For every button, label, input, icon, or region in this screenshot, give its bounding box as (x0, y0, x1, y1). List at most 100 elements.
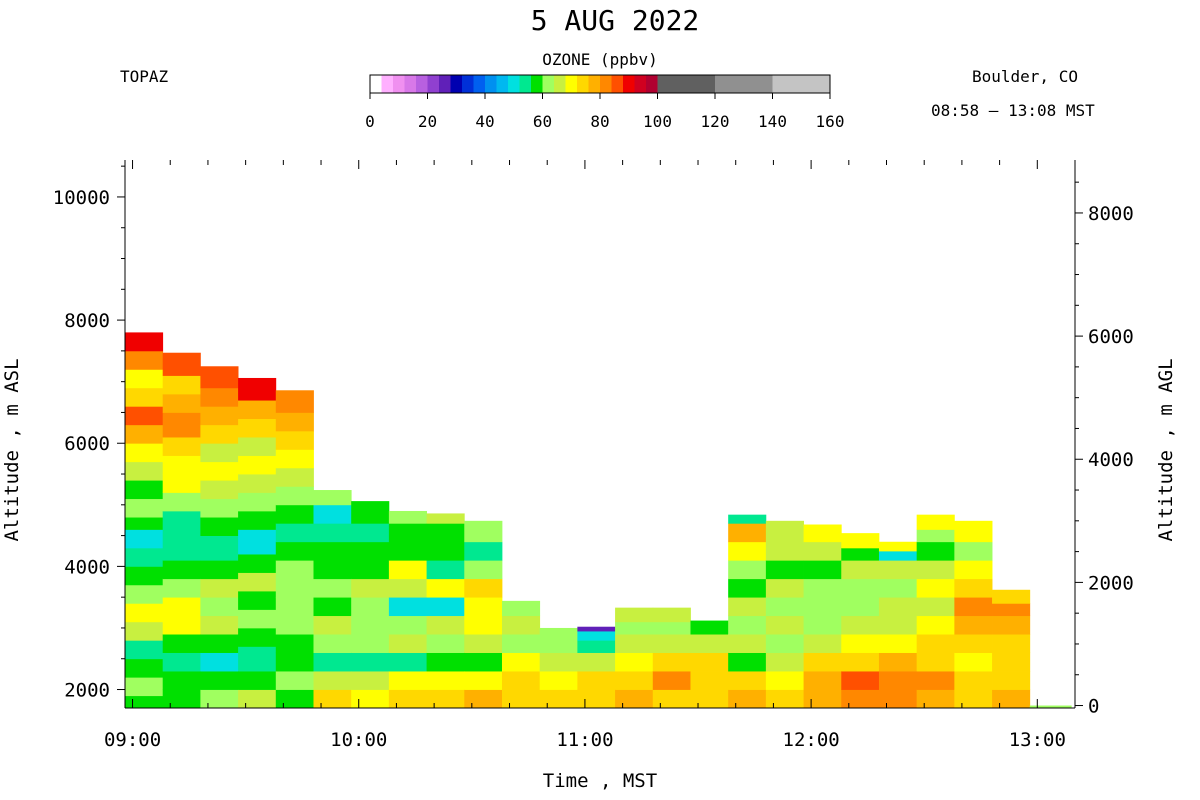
ozone-cell (652, 621, 691, 635)
colorbar-bin (588, 75, 601, 93)
ozone-cell (238, 400, 277, 420)
ozone-cell (125, 350, 164, 370)
ozone-cell (200, 498, 239, 518)
ozone-cell (275, 560, 314, 580)
ozone-cell (878, 615, 918, 635)
ozone-cell (388, 523, 427, 543)
ozone-cell (878, 560, 918, 580)
ozone-cell (992, 634, 1031, 653)
ozone-cell (388, 652, 427, 672)
ozone-cell (388, 541, 427, 561)
ozone-cell (765, 652, 804, 672)
ozone-cell (162, 510, 201, 536)
ozone-cell (954, 615, 993, 635)
y-left-tick-label: 8000 (64, 310, 110, 332)
colorbar-tick-label: 60 (533, 112, 552, 131)
ozone-cell (162, 535, 201, 561)
ozone-cell (351, 560, 390, 580)
ozone-cell (125, 547, 164, 567)
ozone-cell (238, 474, 277, 493)
ozone-cell (690, 689, 729, 709)
ozone-cell (162, 412, 201, 438)
ozone-cell (162, 375, 201, 395)
ozone-cell (275, 523, 314, 543)
ozone-cell (313, 634, 352, 653)
colorbar-tick-label: 0 (365, 112, 375, 131)
ozone-cell (803, 652, 842, 672)
ozone-cell (125, 621, 164, 641)
ozone-cell (125, 369, 164, 389)
ozone-cell (577, 652, 616, 672)
ozone-cell (539, 640, 578, 653)
ozone-cell (162, 455, 201, 475)
ozone-cell (728, 634, 767, 653)
ozone-cell (539, 671, 578, 690)
ozone-cell (351, 652, 390, 672)
ozone-cell (539, 689, 578, 709)
ozone-cell (878, 634, 918, 653)
colorbar-bin (381, 75, 394, 93)
ozone-cell (162, 352, 201, 376)
ozone-cell (313, 504, 352, 524)
ozone-cell (728, 652, 767, 672)
instrument-label: TOPAZ (120, 67, 169, 86)
colorbar-tick-label: 20 (418, 112, 437, 131)
ozone-cell (615, 689, 654, 709)
ozone-cell (200, 443, 239, 463)
colorbar-title: OZONE (ppbv) (542, 50, 658, 69)
ozone-cell (916, 597, 955, 617)
y-right-tick-label: 6000 (1088, 326, 1134, 348)
ozone-cell (351, 523, 390, 543)
colorbar-bin (611, 75, 624, 93)
ozone-cell (916, 615, 955, 635)
y-left-tick-label: 2000 (64, 680, 110, 702)
ozone-cell (690, 620, 729, 635)
ozone-cell (464, 560, 503, 580)
ozone-cell (162, 689, 201, 709)
ozone-cell (200, 578, 239, 598)
ozone-cell (916, 634, 955, 653)
ozone-cell (313, 523, 352, 543)
ozone-cell (238, 671, 277, 690)
ozone-cell (388, 597, 427, 617)
ozone-cell (539, 652, 578, 672)
ozone-cells (125, 332, 1072, 709)
ozone-cell (501, 634, 541, 653)
ozone-cell (426, 541, 465, 561)
ozone-cell (916, 560, 955, 580)
ozone-cell (878, 597, 918, 617)
ozone-cell (426, 560, 465, 580)
ozone-cell (992, 689, 1031, 709)
colorbar-bin (508, 75, 520, 93)
colorbar-bin (646, 75, 658, 93)
ozone-cell (200, 424, 239, 444)
colorbar-bin (427, 75, 440, 93)
ozone-cell (125, 406, 164, 426)
ozone-cell (238, 609, 277, 629)
ozone-cell (162, 437, 201, 456)
ozone-cell (841, 689, 880, 709)
ozone-cell (200, 597, 239, 617)
ozone-cell (652, 689, 691, 709)
ozone-cell (238, 455, 277, 475)
ozone-cell (200, 517, 239, 536)
ozone-cell (162, 597, 201, 617)
ozone-cell (841, 615, 880, 635)
ozone-cell (992, 652, 1031, 672)
y-left-tick-label: 10000 (53, 187, 110, 209)
ozone-cell (954, 541, 993, 561)
ozone-cell (803, 560, 842, 580)
colorbar-bin (554, 75, 566, 93)
ozone-cell (125, 424, 164, 444)
ozone-cell (275, 689, 314, 709)
ozone-cell (275, 467, 314, 487)
ozone-cell (125, 461, 164, 481)
ozone-cell (125, 566, 164, 586)
ozone-cell (162, 560, 201, 580)
ozone-cell (200, 652, 239, 672)
ozone-cell (162, 474, 201, 493)
ozone-cell (162, 634, 201, 653)
x-tick-label: 11:00 (556, 729, 613, 751)
ozone-cell (388, 510, 427, 524)
ozone-cell (501, 689, 541, 709)
